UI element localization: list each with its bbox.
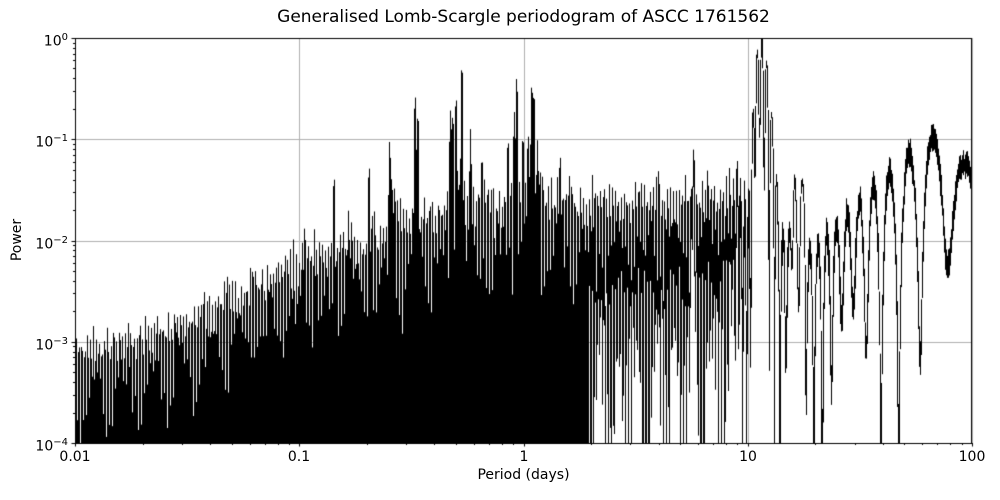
y-tick-label-2: 10−2	[35, 235, 68, 253]
x-axis-label: Period (days)	[477, 467, 570, 483]
y-tick-label-4: 10−4	[35, 437, 68, 455]
x-tick-label-1: 0.1	[287, 449, 311, 465]
y-tick-label-0: 100	[43, 32, 68, 50]
x-tick-label-4: 100	[958, 449, 986, 465]
x-tick-label-3: 10	[739, 449, 757, 465]
x-tick-label-0: 0.01	[59, 449, 91, 465]
x-tick-label-2: 1	[519, 449, 529, 465]
y-tick-label-1: 10−1	[35, 133, 68, 151]
chart-title: Generalised Lomb-Scargle periodogram of …	[277, 7, 770, 27]
y-tick-label-3: 10−3	[35, 336, 68, 354]
